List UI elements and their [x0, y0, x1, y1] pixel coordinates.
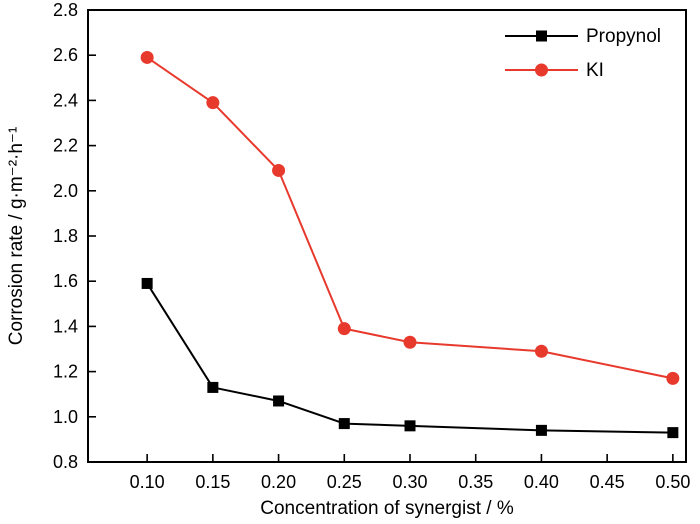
legend-marker-square — [536, 30, 547, 42]
y-tick-label: 1.2 — [53, 362, 78, 382]
legend-label: KI — [586, 60, 604, 81]
data-marker-square — [338, 418, 350, 430]
data-marker-square — [667, 427, 679, 439]
y-tick-label: 0.8 — [53, 452, 78, 472]
y-tick-label: 2.6 — [53, 45, 78, 65]
x-tick-label: 0.40 — [524, 472, 559, 492]
x-tick-label: 0.50 — [655, 472, 690, 492]
legend-marker-circle — [535, 63, 548, 77]
data-marker-square — [141, 277, 153, 289]
x-tick-label: 0.35 — [458, 472, 493, 492]
data-marker-square — [207, 381, 219, 393]
data-marker-circle — [272, 163, 286, 177]
data-marker-circle — [534, 344, 548, 358]
data-marker-circle — [337, 322, 351, 336]
data-marker-circle — [666, 371, 680, 385]
x-tick-label: 0.20 — [261, 472, 296, 492]
y-tick-label: 1.4 — [53, 316, 78, 336]
y-axis-title: Corrosion rate / g·m⁻²·h⁻¹ — [6, 127, 27, 346]
series-line-propynol — [146, 282, 673, 434]
data-marker-circle — [403, 335, 417, 349]
data-marker-square — [404, 420, 416, 432]
y-tick-label: 1.8 — [53, 226, 78, 246]
data-marker-circle — [140, 50, 154, 64]
axis-tick-labels: 0.10 0.15 0.20 0.25 0.30 0.35 0.40 0.45 0.50 0.8 1… — [53, 0, 690, 492]
x-axis-title: Concentration of synergist / % — [260, 498, 514, 519]
x-tick-label: 0.25 — [327, 472, 362, 492]
data-marker-square — [273, 395, 285, 407]
data-marker-circle — [206, 96, 220, 110]
legend-label: Propynol — [586, 26, 661, 47]
y-tick-label: 2.0 — [53, 181, 78, 201]
x-tick-label: 0.30 — [392, 472, 427, 492]
y-tick-label: 2.8 — [53, 0, 78, 20]
y-tick-label: 2.2 — [53, 136, 78, 156]
legend: Propynol KI — [505, 26, 661, 81]
x-tick-label: 0.45 — [590, 472, 625, 492]
x-tick-label: 0.10 — [130, 472, 165, 492]
data-series — [140, 50, 680, 439]
axis-ticks — [88, 9, 674, 463]
data-marker-square — [535, 424, 547, 436]
y-tick-label: 2.4 — [53, 90, 78, 110]
series-line-ki — [146, 56, 674, 380]
y-tick-label: 1.0 — [53, 407, 78, 427]
y-tick-label: 1.6 — [53, 271, 78, 291]
x-tick-label: 0.15 — [195, 472, 230, 492]
